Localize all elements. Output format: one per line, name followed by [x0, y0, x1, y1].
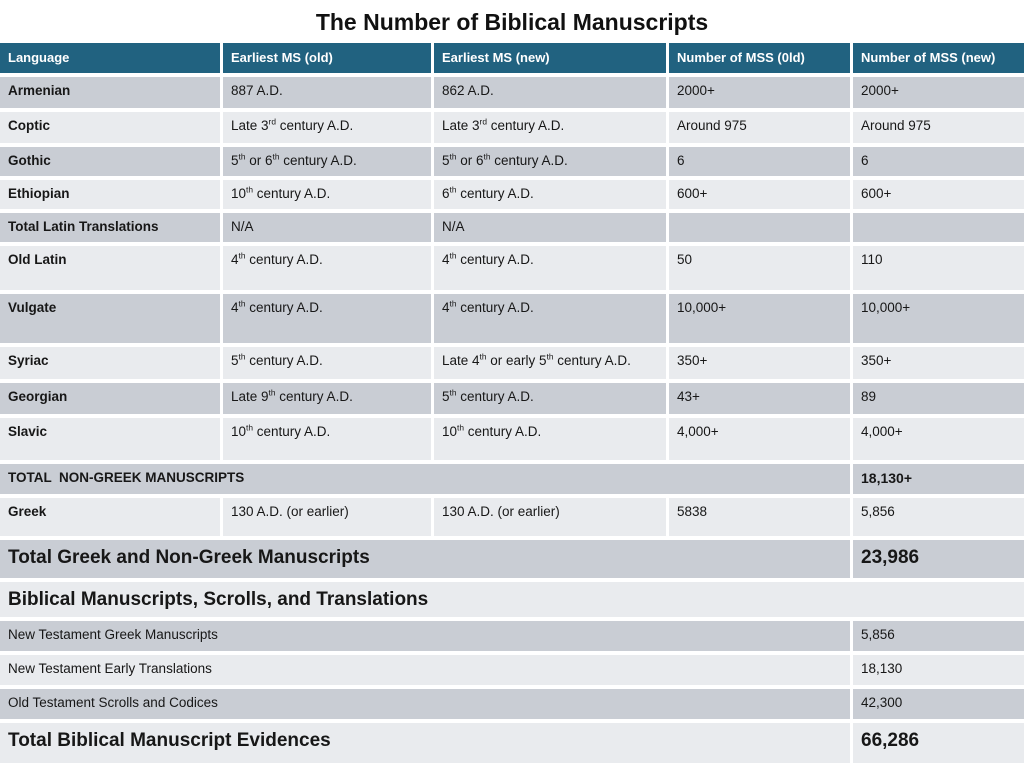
value-cell: 4th century A.D. [223, 294, 431, 343]
biblical-manuscripts-page: The Number of Biblical Manuscripts Langu… [0, 9, 1024, 764]
value-cell: 887 A.D. [223, 77, 431, 109]
value-cell: Late 9th century A.D. [223, 383, 431, 414]
language-cell: Old Latin [0, 246, 220, 290]
page-title: The Number of Biblical Manuscripts [315, 9, 709, 35]
value-cell: 10th century A.D. [223, 418, 431, 460]
value-cell: 5th or 6th century A.D. [223, 147, 431, 177]
value-cell: 5th century A.D. [434, 383, 666, 414]
value-cell: 6 [669, 147, 850, 177]
table-header-row: Language Earliest MS (old) Earliest MS (ne… [0, 43, 1024, 74]
table-row: Armenian 887 A.D. 862 A.D. 2000+ 2000+ [0, 77, 1024, 109]
value-cell: Late 3rd century A.D. [223, 112, 431, 144]
value-cell: Around 975 [853, 112, 1024, 144]
table-row: New Testament Greek Manuscripts 5,856 [0, 621, 1024, 652]
table-row: Total Latin Translations N/A N/A [0, 213, 1024, 242]
table-row: Georgian Late 9th century A.D. 5th century… [0, 383, 1024, 414]
row-label: New Testament Greek Manuscripts [0, 621, 850, 652]
table-row: Greek 130 A.D. (or earlier) 130 A.D. (or e… [0, 497, 1024, 536]
table-row: Gothic 5th or 6th century A.D. 5th or 6th … [0, 147, 1024, 177]
section-label: Biblical Manuscripts, Scrolls, and Trans… [0, 581, 1024, 618]
column-header: Earliest MS (old) [223, 43, 431, 74]
language-cell: Armenian [0, 77, 220, 109]
value-cell: 6 [853, 147, 1024, 177]
language-cell: Ethiopian [0, 180, 220, 210]
table-row: Total Greek and Non-Greek Manuscripts 23,… [0, 539, 1024, 578]
value-cell: N/A [434, 213, 666, 242]
value-cell: 5th or 6th century A.D. [434, 147, 666, 177]
table-row: Old Latin 4th century A.D. 4th century A.D… [0, 246, 1024, 290]
language-cell: Vulgate [0, 294, 220, 343]
column-header: Number of MSS (0ld) [669, 43, 850, 74]
table-row: Slavic 10th century A.D. 10th century A.D.… [0, 418, 1024, 460]
value-cell: 4th century A.D. [223, 246, 431, 290]
row-label: Total Greek and Non-Greek Manuscripts [0, 539, 850, 578]
value-cell: 10,000+ [853, 294, 1024, 343]
value-cell: 50 [669, 246, 850, 290]
total-value-cell: 66,286 [853, 723, 1024, 764]
value-cell: Around 975 [669, 112, 850, 144]
language-cell: Total Latin Translations [0, 213, 220, 242]
value-cell: 600+ [669, 180, 850, 210]
value-cell [853, 213, 1024, 242]
column-header: Language [0, 43, 220, 74]
language-cell: Georgian [0, 383, 220, 414]
value-cell: 10th century A.D. [434, 418, 666, 460]
manuscripts-table: Language Earliest MS (old) Earliest MS (ne… [0, 43, 1024, 764]
language-cell: Greek [0, 497, 220, 536]
table-row: Vulgate 4th century A.D. 4th century A.D. 1… [0, 294, 1024, 343]
value-cell: 10,000+ [669, 294, 850, 343]
table-row: Coptic Late 3rd century A.D. Late 3rd cent… [0, 112, 1024, 144]
column-header: Earliest MS (new) [434, 43, 666, 74]
value-cell: 350+ [669, 347, 850, 379]
value-cell: N/A [223, 213, 431, 242]
value-cell: Late 3rd century A.D. [434, 112, 666, 144]
row-label: TOTAL NON-GREEK MANUSCRIPTS [0, 464, 850, 494]
value-cell: 600+ [853, 180, 1024, 210]
value-cell: 350+ [853, 347, 1024, 379]
value-cell: 10th century A.D. [223, 180, 431, 210]
value-cell: 89 [853, 383, 1024, 414]
value-cell: 5th century A.D. [223, 347, 431, 379]
row-label: Old Testament Scrolls and Codices [0, 689, 850, 720]
total-value-cell: 5,856 [853, 621, 1024, 652]
value-cell: 4,000+ [669, 418, 850, 460]
table-row: New Testament Early Translations 18,130 [0, 655, 1024, 686]
value-cell: 5838 [669, 497, 850, 536]
value-cell: 130 A.D. (or earlier) [434, 497, 666, 536]
row-label: New Testament Early Translations [0, 655, 850, 686]
language-cell: Gothic [0, 147, 220, 177]
value-cell: 2000+ [853, 77, 1024, 109]
value-cell: 6th century A.D. [434, 180, 666, 210]
table-row: Old Testament Scrolls and Codices 42,300 [0, 689, 1024, 720]
value-cell: 110 [853, 246, 1024, 290]
value-cell: 862 A.D. [434, 77, 666, 109]
column-header: Number of MSS (new) [853, 43, 1024, 74]
total-value-cell: 23,986 [853, 539, 1024, 578]
value-cell: 43+ [669, 383, 850, 414]
total-value-cell: 42,300 [853, 689, 1024, 720]
value-cell: 5,856 [853, 497, 1024, 536]
value-cell: Late 4th or early 5th century A.D. [434, 347, 666, 379]
table-row: Ethiopian 10th century A.D. 6th century A.… [0, 180, 1024, 210]
value-cell: 4th century A.D. [434, 294, 666, 343]
language-cell: Syriac [0, 347, 220, 379]
language-cell: Slavic [0, 418, 220, 460]
value-cell: 4th century A.D. [434, 246, 666, 290]
value-cell: 130 A.D. (or earlier) [223, 497, 431, 536]
table-row: Total Biblical Manuscript Evidences 66,28… [0, 723, 1024, 764]
table-row: Syriac 5th century A.D. Late 4th or early … [0, 347, 1024, 379]
value-cell [669, 213, 850, 242]
language-cell: Coptic [0, 112, 220, 144]
value-cell: 4,000+ [853, 418, 1024, 460]
row-label: Total Biblical Manuscript Evidences [0, 723, 850, 764]
table-row: Biblical Manuscripts, Scrolls, and Trans… [0, 581, 1024, 618]
table-row: TOTAL NON-GREEK MANUSCRIPTS 18,130+ [0, 464, 1024, 494]
total-value-cell: 18,130 [853, 655, 1024, 686]
value-cell: 2000+ [669, 77, 850, 109]
total-value-cell: 18,130+ [853, 464, 1024, 494]
